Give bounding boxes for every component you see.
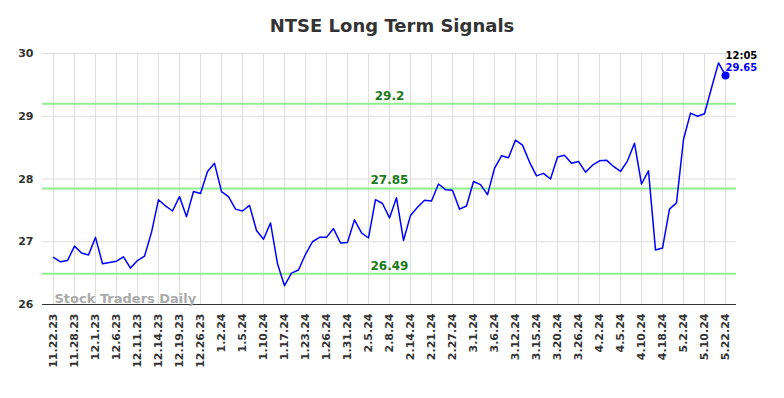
svg-text:27.85: 27.85	[371, 173, 409, 187]
svg-text:29: 29	[18, 110, 33, 123]
svg-text:1.2.24: 1.2.24	[215, 313, 228, 352]
svg-text:3.6.24: 3.6.24	[488, 313, 501, 352]
svg-text:Stock Traders Daily: Stock Traders Daily	[55, 291, 197, 306]
svg-text:2.14.24: 2.14.24	[404, 313, 417, 360]
svg-text:12.11.23: 12.11.23	[131, 314, 144, 368]
svg-text:29.65: 29.65	[726, 62, 758, 73]
svg-text:3.1.24: 3.1.24	[467, 313, 480, 352]
svg-text:29.2: 29.2	[375, 89, 405, 103]
svg-text:1.10.24: 1.10.24	[257, 313, 270, 360]
svg-text:1.5.24: 1.5.24	[236, 313, 249, 352]
svg-text:4.2.24: 4.2.24	[593, 313, 606, 352]
svg-text:12.6.23: 12.6.23	[110, 314, 123, 361]
svg-text:2.8.24: 2.8.24	[383, 313, 396, 352]
svg-text:4.5.24: 4.5.24	[614, 313, 627, 352]
svg-text:12.14.23: 12.14.23	[152, 314, 165, 368]
svg-text:4.10.24: 4.10.24	[635, 313, 648, 360]
svg-text:1.26.24: 1.26.24	[320, 313, 333, 360]
svg-text:30: 30	[18, 47, 34, 60]
svg-text:2.5.24: 2.5.24	[362, 313, 375, 352]
svg-text:26: 26	[18, 298, 34, 311]
svg-text:5.22.24: 5.22.24	[719, 313, 732, 360]
svg-text:2.21.24: 2.21.24	[425, 313, 438, 360]
svg-text:3.20.24: 3.20.24	[551, 313, 564, 360]
svg-text:26.49: 26.49	[371, 259, 409, 273]
svg-text:2.27.24: 2.27.24	[446, 313, 459, 360]
svg-text:12:05: 12:05	[726, 50, 758, 61]
svg-text:3.26.24: 3.26.24	[572, 313, 585, 360]
svg-text:11.28.23: 11.28.23	[68, 314, 81, 368]
svg-text:5.10.24: 5.10.24	[698, 313, 711, 360]
svg-text:1.23.24: 1.23.24	[299, 313, 312, 360]
svg-text:1.31.24: 1.31.24	[341, 313, 354, 360]
svg-text:27: 27	[18, 235, 33, 248]
svg-text:28: 28	[18, 173, 33, 186]
svg-text:5.2.24: 5.2.24	[677, 313, 690, 352]
svg-text:11.22.23: 11.22.23	[47, 314, 60, 368]
svg-text:12.26.23: 12.26.23	[194, 314, 207, 368]
svg-text:12.1.23: 12.1.23	[89, 314, 102, 361]
svg-text:3.15.24: 3.15.24	[530, 313, 543, 360]
html-text:NTSE Long Term Signals: NTSE Long Term Signals	[269, 15, 515, 36]
svg-text:12.19.23: 12.19.23	[173, 314, 186, 368]
svg-text:4.18.24: 4.18.24	[656, 313, 669, 360]
svg-text:3.12.24: 3.12.24	[509, 313, 522, 360]
svg-text:1.17.24: 1.17.24	[278, 313, 291, 360]
